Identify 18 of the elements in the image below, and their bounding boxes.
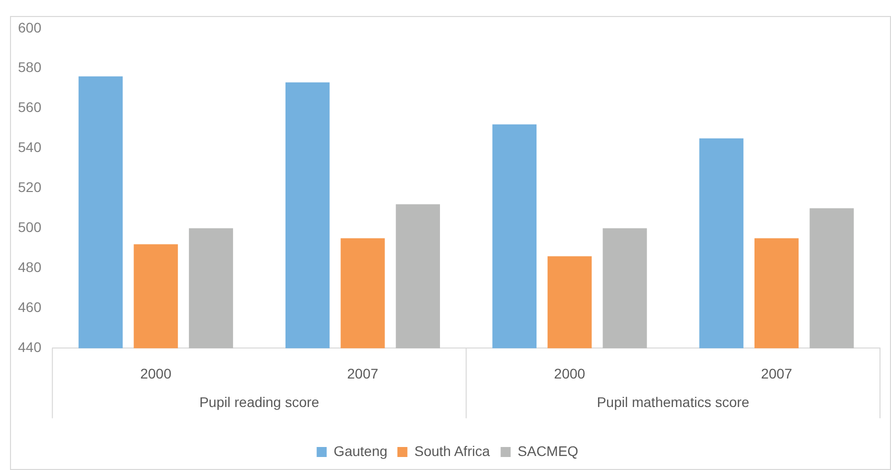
x-tick-label: 2007 bbox=[760, 365, 792, 382]
x-tick-label: 2000 bbox=[140, 365, 172, 382]
y-tick-label: 520 bbox=[18, 179, 42, 196]
text: Pupil mathematics score bbox=[596, 394, 750, 410]
y-tick-label: 580 bbox=[18, 59, 42, 76]
x-tick-label: 2000 bbox=[554, 365, 586, 382]
y-tick-label: 560 bbox=[18, 99, 42, 116]
legend-label: SACMEQ bbox=[518, 442, 578, 459]
y-tick-label: 500 bbox=[18, 219, 42, 236]
y-tick-label: 460 bbox=[18, 299, 42, 316]
text: Pupil reading score bbox=[199, 394, 320, 410]
y-tick-label: 440 bbox=[18, 339, 42, 356]
legend-label: South Africa bbox=[414, 442, 490, 459]
legend-label: Gauteng bbox=[334, 442, 388, 459]
y-tick-label: 480 bbox=[18, 259, 42, 276]
y-tick-label: 600 bbox=[18, 19, 42, 36]
y-tick-label: 540 bbox=[18, 139, 42, 156]
x-tick-label: 2007 bbox=[347, 365, 379, 382]
